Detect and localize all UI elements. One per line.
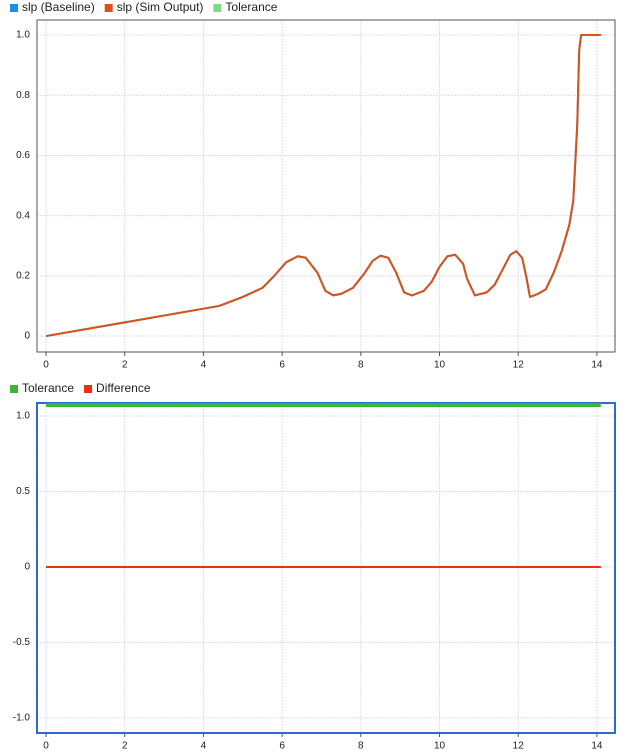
legend-label: slp (Baseline) [22, 0, 95, 14]
legend-swatch [104, 4, 113, 12]
y-tick-label: 1.0 [16, 30, 30, 41]
x-tick-label: 10 [434, 360, 446, 371]
x-tick-label: 0 [43, 360, 49, 371]
legend-swatch [84, 385, 93, 393]
legend-label: Tolerance [225, 0, 277, 14]
x-tick-label: 8 [358, 741, 364, 752]
x-tick-label: 10 [434, 741, 446, 752]
y-tick-label: 0.4 [16, 210, 30, 221]
legend-label: Difference [96, 381, 151, 395]
legend-label: Tolerance [22, 381, 74, 395]
y-tick-label: 1.0 [16, 411, 30, 422]
x-tick-label: 2 [122, 360, 128, 371]
x-tick-label: 12 [513, 741, 525, 752]
x-tick-label: 12 [513, 360, 525, 371]
x-tick-label: 14 [591, 360, 603, 371]
x-tick-label: 2 [122, 741, 128, 752]
legend-swatch [10, 385, 18, 393]
x-tick-label: 14 [591, 741, 603, 752]
plot-border [36, 402, 616, 734]
y-tick-label: 0.5 [16, 486, 30, 497]
x-tick-label: 6 [279, 741, 285, 752]
y-tick-label: 0 [24, 562, 30, 573]
plot-border [36, 19, 616, 353]
legend-swatch [213, 4, 222, 12]
x-tick-label: 4 [201, 741, 207, 752]
y-tick-label: -0.5 [13, 637, 31, 648]
series-line [45, 34, 601, 338]
x-tick-label: 0 [43, 741, 49, 752]
x-tick-label: 4 [201, 360, 207, 371]
y-tick-label: 0.6 [16, 150, 30, 161]
series-line [45, 34, 601, 338]
y-tick-label: 0.8 [16, 90, 30, 101]
legend-swatch [10, 4, 18, 12]
legend-label: slp (Sim Output) [117, 0, 204, 14]
x-tick-label: 6 [279, 360, 285, 371]
y-tick-label: 0 [24, 331, 30, 342]
y-tick-label: 0.2 [16, 270, 30, 281]
y-tick-label: -1.0 [13, 713, 31, 724]
x-tick-label: 8 [358, 360, 364, 371]
